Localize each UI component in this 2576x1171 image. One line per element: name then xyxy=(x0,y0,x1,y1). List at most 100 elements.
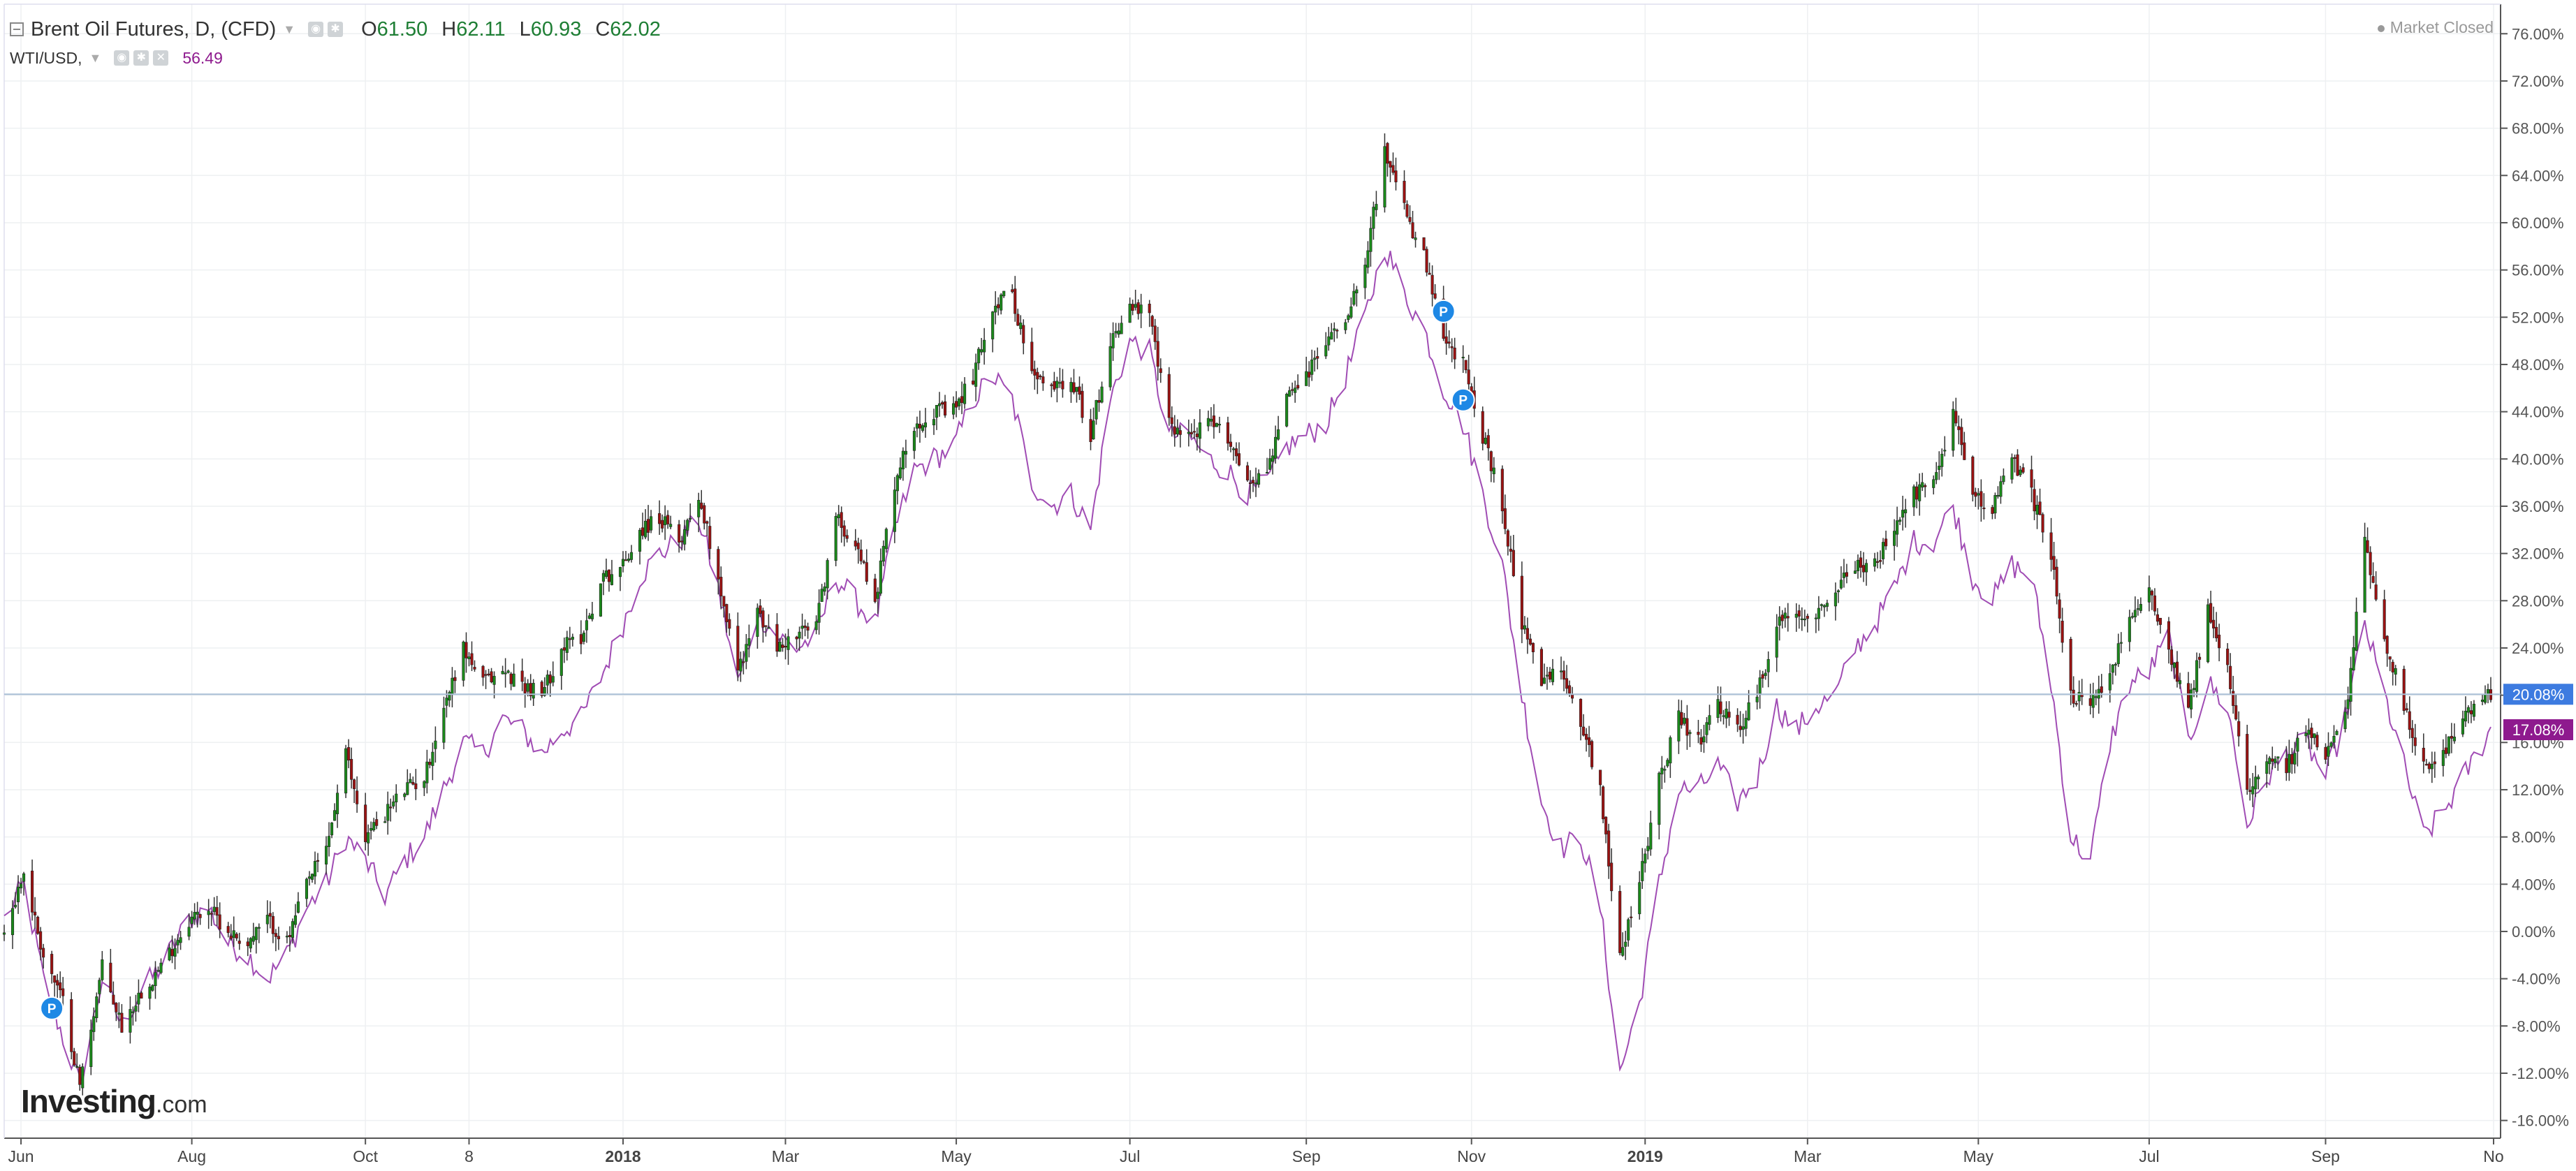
candle xyxy=(661,520,664,529)
candle xyxy=(1347,315,1350,321)
candle xyxy=(2013,457,2017,459)
candle xyxy=(73,1051,76,1066)
candle xyxy=(1335,330,1339,332)
candle xyxy=(154,972,157,987)
candle xyxy=(798,631,801,639)
candle xyxy=(923,422,928,427)
close-icon[interactable]: ✕ xyxy=(153,50,169,66)
candle xyxy=(898,467,902,478)
candle xyxy=(2447,736,2450,754)
y-tick-label: 44.00% xyxy=(2512,404,2564,421)
candle xyxy=(2234,705,2238,720)
candle xyxy=(1660,767,1664,774)
wti-series-line xyxy=(3,251,2491,1084)
candle xyxy=(369,827,373,831)
compare-symbol[interactable]: WTI/USD, xyxy=(10,48,82,67)
candle xyxy=(2218,634,2221,649)
candle xyxy=(442,707,446,743)
candle xyxy=(1582,726,1586,736)
candle xyxy=(1000,294,1003,311)
logo-suffix-text: .com xyxy=(155,1091,207,1118)
candle xyxy=(389,807,393,809)
candle xyxy=(778,642,782,652)
candle xyxy=(1921,482,1924,488)
candle xyxy=(1425,249,1428,273)
candle xyxy=(1875,561,1880,563)
candle xyxy=(1839,580,1843,589)
candle xyxy=(324,846,328,864)
candle xyxy=(1268,458,1272,470)
candle xyxy=(1316,356,1319,359)
candle xyxy=(1638,882,1641,915)
candle xyxy=(803,625,807,628)
chevron-down-icon[interactable]: ▼ xyxy=(283,22,296,36)
candle xyxy=(2156,614,2159,622)
candle xyxy=(1542,677,1546,684)
candle xyxy=(1414,237,1417,240)
candle xyxy=(403,793,407,797)
candle xyxy=(1285,394,1289,427)
candle xyxy=(1722,715,1725,717)
y-tick-label: 4.00% xyxy=(2512,876,2555,893)
candle xyxy=(980,349,983,353)
gear-icon[interactable]: ✱ xyxy=(133,50,149,66)
candle xyxy=(607,569,610,582)
candle xyxy=(226,926,230,934)
candle xyxy=(1657,772,1661,825)
candle xyxy=(1453,347,1456,360)
candle xyxy=(1234,448,1238,457)
candle xyxy=(2198,656,2202,660)
candle xyxy=(1924,485,1927,487)
candle xyxy=(1136,302,1140,314)
candle xyxy=(543,687,546,696)
candle xyxy=(1363,265,1367,288)
candle xyxy=(2130,616,2134,618)
candle xyxy=(1019,323,1023,330)
candle xyxy=(285,936,288,938)
candle xyxy=(943,401,947,415)
candle xyxy=(865,562,868,582)
candle xyxy=(159,962,163,973)
candle xyxy=(2369,552,2372,575)
eye-icon[interactable]: ◉ xyxy=(308,22,324,37)
y-tick-label: 24.00% xyxy=(2512,640,2564,657)
candle xyxy=(2150,591,2153,596)
candle xyxy=(1705,722,1708,735)
candle xyxy=(1669,737,1672,764)
candle xyxy=(1041,376,1045,383)
candle xyxy=(350,758,353,780)
candle xyxy=(624,559,628,561)
candle xyxy=(179,937,182,943)
candle xyxy=(313,861,317,877)
candle xyxy=(664,516,667,526)
y-tick-label: 52.00% xyxy=(2512,309,2564,326)
candle xyxy=(2116,643,2120,664)
candle xyxy=(1904,509,1908,514)
candle xyxy=(1075,387,1078,392)
event-marker-label: P xyxy=(47,1002,57,1017)
candle xyxy=(972,381,975,385)
symbol-title[interactable]: Brent Oil Futures, D, (CFD) xyxy=(31,17,277,40)
candle xyxy=(1999,481,2003,497)
candle xyxy=(2136,608,2139,610)
candle xyxy=(786,636,790,650)
candle xyxy=(647,519,650,533)
candle xyxy=(1308,371,1311,378)
y-tick-label: 72.00% xyxy=(2512,73,2564,90)
candle xyxy=(1901,510,1905,518)
eye-icon[interactable]: ◉ xyxy=(114,50,130,66)
candle xyxy=(1719,701,1722,714)
candle xyxy=(36,916,40,934)
chevron-down-icon[interactable]: ▼ xyxy=(89,50,102,65)
candle xyxy=(2444,747,2447,754)
candle xyxy=(879,560,882,594)
gear-icon[interactable]: ✱ xyxy=(328,22,344,37)
candle xyxy=(392,801,395,807)
candle xyxy=(618,567,622,577)
candle xyxy=(487,673,490,675)
candle xyxy=(1602,786,1605,820)
candle xyxy=(952,403,956,415)
collapse-icon[interactable] xyxy=(10,22,24,36)
candle xyxy=(353,779,356,789)
